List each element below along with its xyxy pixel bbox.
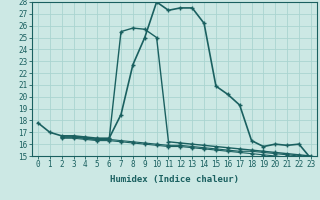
X-axis label: Humidex (Indice chaleur): Humidex (Indice chaleur): [110, 175, 239, 184]
